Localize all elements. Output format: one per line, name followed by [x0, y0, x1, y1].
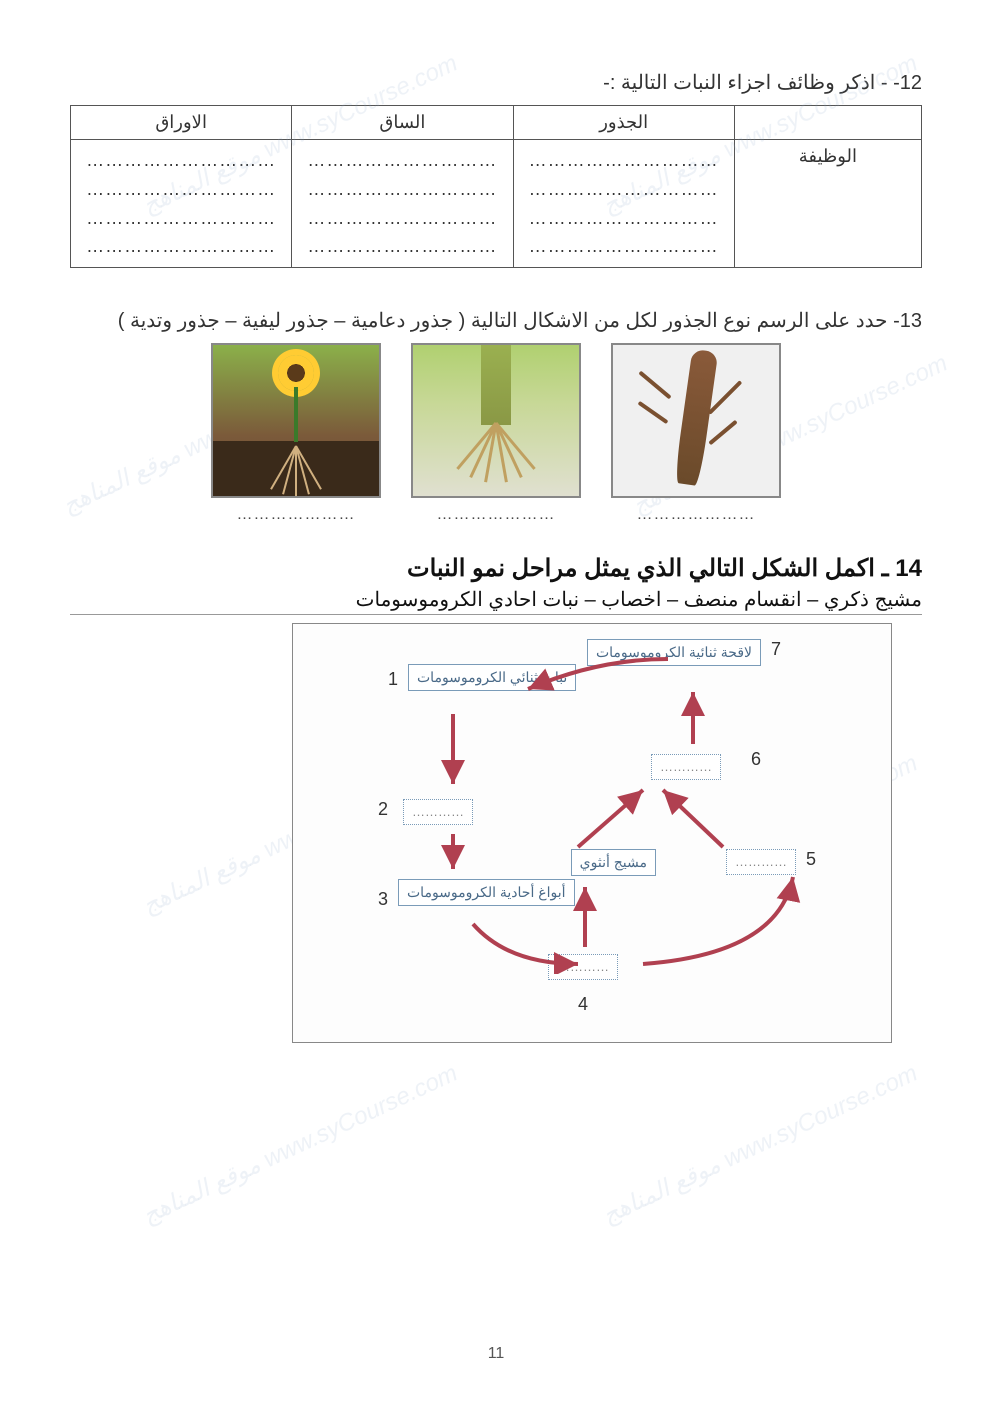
fibrous-root-image — [211, 343, 381, 498]
blank-cell: ………………………… ………………………… ………………………… …………………… — [513, 140, 734, 268]
plant-parts-table: الجذور الساق الاوراق الوظيفة ………………………… … — [70, 105, 922, 268]
root-blank: ………………… — [237, 506, 356, 524]
num-4: 4 — [578, 994, 588, 1015]
q13-text: 13- حدد على الرسم نوع الجذور لكل من الاش… — [70, 308, 922, 333]
num-7: 7 — [771, 639, 781, 660]
num-6: 6 — [751, 749, 761, 770]
col-roots: الجذور — [513, 106, 734, 140]
arrow — [468, 919, 588, 974]
num-3: 3 — [378, 889, 388, 910]
node-haploid-spores: أبواغ أحادية الكروموسومات — [398, 879, 575, 906]
arrow — [563, 782, 658, 857]
col-stem: الساق — [292, 106, 513, 140]
page-number: 11 — [488, 1345, 505, 1363]
root-item-fibrous: ………………… — [211, 343, 381, 524]
num-2: 2 — [378, 799, 388, 820]
root-blank: ………………… — [437, 506, 556, 524]
q14-subtitle: مشيج ذكري – انقسام منصف – اخصاب – نبات ا… — [70, 587, 922, 615]
taproot-image — [611, 343, 781, 498]
num-5: 5 — [806, 849, 816, 870]
arrow — [441, 709, 466, 794]
blank-cell: ………………………… ………………………… ………………………… …………………… — [71, 140, 292, 268]
root-item-taproot: ………………… — [611, 343, 781, 524]
col-leaves: الاوراق — [71, 106, 292, 140]
arrow — [573, 879, 598, 954]
q12-text: 12- - اذكر وظائف اجزاء النبات التالية :- — [70, 70, 922, 95]
blank-6: ………… — [651, 754, 721, 780]
plant-growth-diagram: لاقحة ثنائية الكروموسومات 7 نبات ثنائي ا… — [292, 623, 892, 1043]
arrow — [638, 869, 808, 969]
arrow — [518, 654, 678, 704]
q14-title: 14 ـ اكمل الشكل التالي الذي يمثل مراحل ن… — [70, 554, 922, 583]
root-item-prop: ………………… — [411, 343, 581, 524]
watermark: www.syCourse.com موقع المناهج — [138, 1059, 462, 1231]
arrow — [441, 829, 466, 879]
blank-2: ………… — [403, 799, 473, 825]
row-function-label: الوظيفة — [734, 140, 921, 268]
arrow — [653, 782, 733, 857]
root-images-row: ………………… ………………… ………………… — [70, 343, 922, 524]
arrow — [681, 684, 706, 754]
blank-cell: ………………………… ………………………… ………………………… …………………… — [292, 140, 513, 268]
root-blank: ………………… — [637, 506, 756, 524]
watermark: www.syCourse.com موقع المناهج — [598, 1059, 922, 1231]
num-1: 1 — [388, 669, 398, 690]
prop-root-image — [411, 343, 581, 498]
